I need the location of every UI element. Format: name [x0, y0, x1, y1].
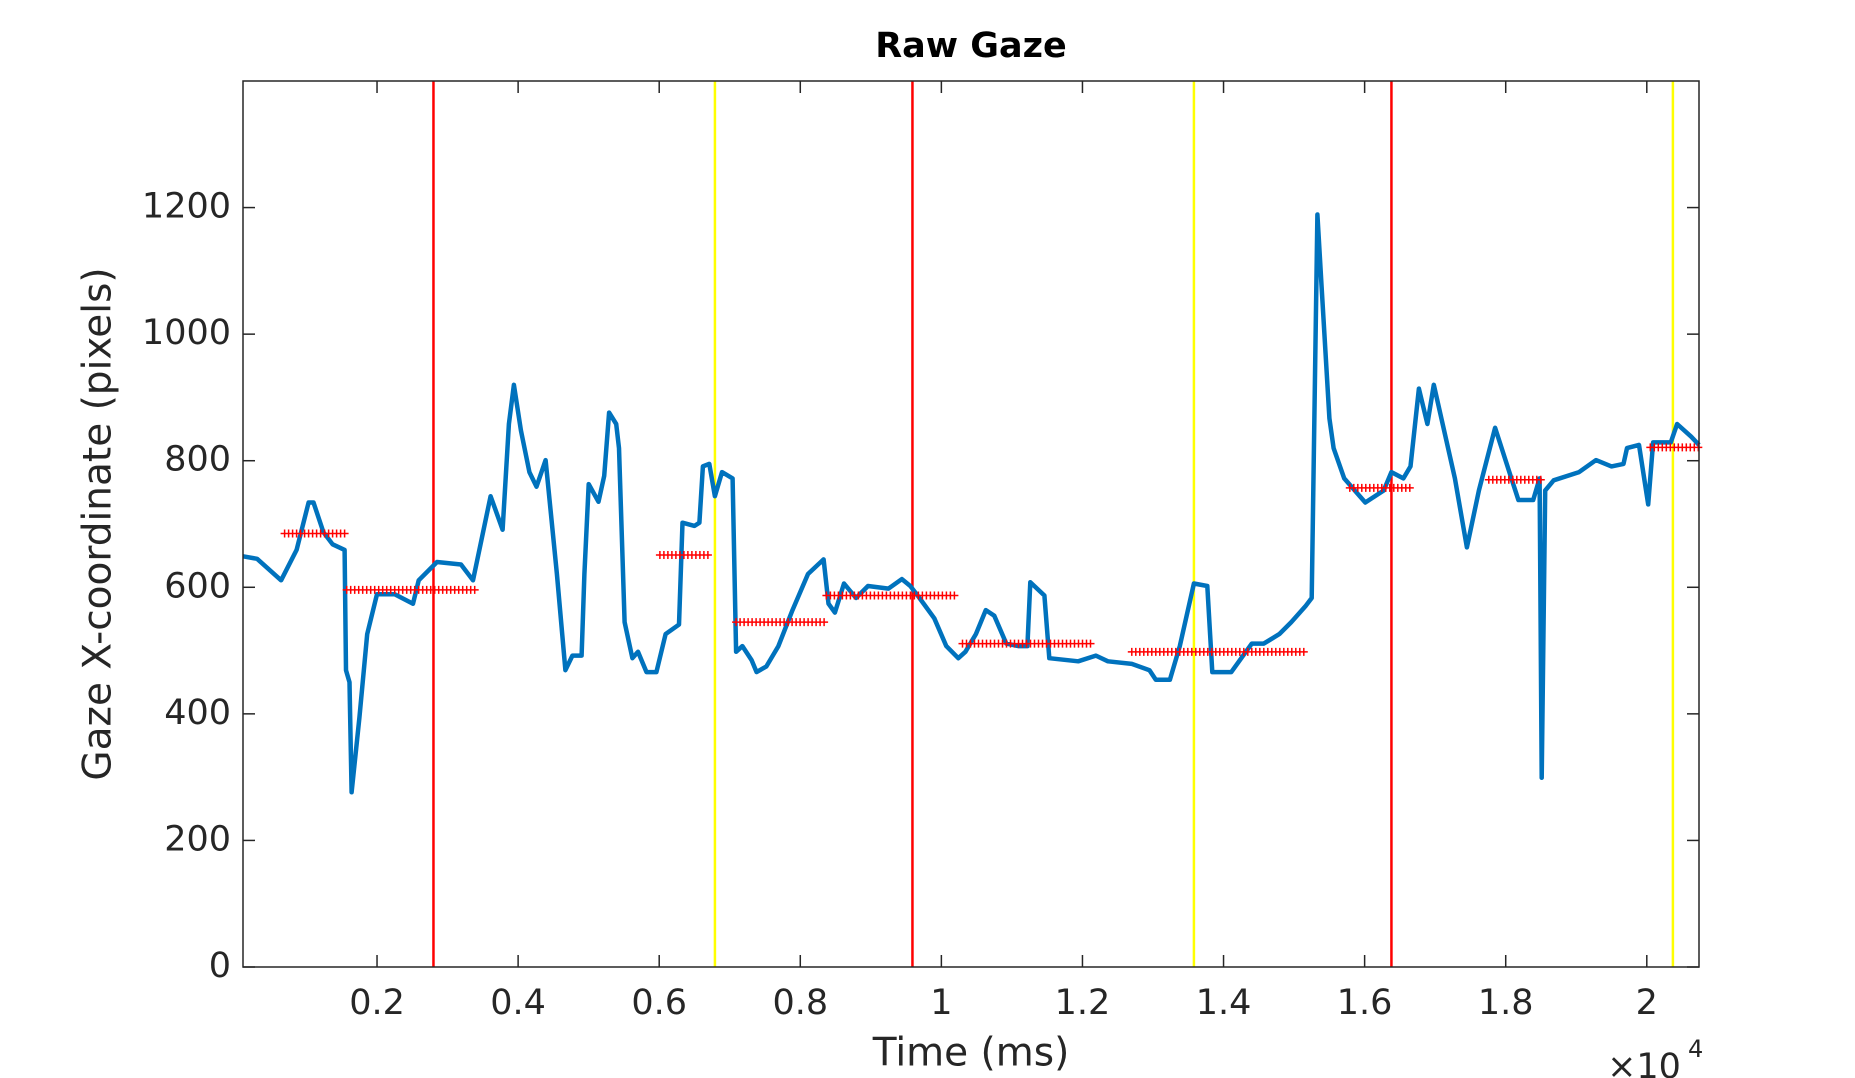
y-tick-label: 400	[164, 693, 231, 733]
x-multiplier-exponent: 4	[1688, 1035, 1703, 1063]
y-tick-label: 1200	[142, 187, 231, 227]
x-tick-label: 1.8	[1478, 983, 1534, 1023]
fixation	[1646, 443, 1703, 452]
x-tick-label: 0.2	[349, 983, 405, 1023]
x-tick-label: 0.8	[772, 983, 828, 1023]
x-tick-label: 0.6	[631, 983, 687, 1023]
y-tick-label: 0	[209, 946, 231, 986]
y-tick-label: 200	[164, 819, 231, 859]
x-multiplier: ×10	[1607, 1047, 1681, 1078]
x-tick-label: 1.2	[1055, 983, 1111, 1023]
x-tick-label: 1.6	[1337, 983, 1393, 1023]
y-tick-label: 600	[164, 566, 231, 606]
fixation	[342, 585, 479, 594]
fixation	[280, 529, 349, 538]
fixation	[1345, 483, 1414, 492]
chart-title: Raw Gaze	[875, 26, 1067, 66]
fixation	[822, 591, 959, 600]
y-tick-label: 800	[164, 440, 231, 480]
fixation	[958, 639, 1095, 648]
x-tick-label: 0.4	[490, 983, 546, 1023]
gaze-line	[242, 212, 1701, 795]
x-axis-label: Time (ms)	[872, 1031, 1070, 1076]
x-tick-label: 1.4	[1196, 983, 1252, 1023]
fixation	[732, 618, 829, 627]
plot-frame	[242, 80, 1700, 968]
fixation	[655, 551, 712, 560]
y-axis-label: Gaze X-coordinate (pixels)	[76, 267, 121, 780]
fixation	[1484, 475, 1545, 484]
x-tick-label: 2	[1636, 983, 1658, 1023]
fixation	[1127, 647, 1308, 656]
y-tick-label: 1000	[142, 313, 231, 353]
x-tick-label: 1	[930, 983, 952, 1023]
